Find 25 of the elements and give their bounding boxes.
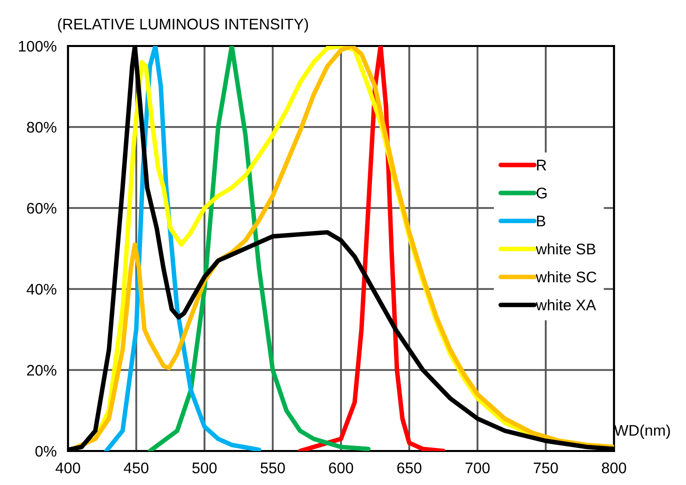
line-series	[298, 46, 446, 451]
y-tick-label: 40%	[26, 284, 56, 295]
x-axis-title: WD(nm)	[614, 424, 670, 439]
y-tick-label: 0%	[35, 446, 56, 457]
y-tick-label: 80%	[26, 122, 56, 133]
chart-title: (RELATIVE LUMINOUS INTENSITY)	[58, 18, 308, 32]
y-tick-label: 20%	[27, 364, 56, 376]
legend-label: G	[536, 188, 547, 198]
x-tick-label: 500	[192, 462, 217, 474]
legend-label: white XA	[536, 299, 596, 310]
line-series	[148, 46, 371, 451]
x-tick-label: 750	[534, 462, 558, 474]
legend-label: white SC	[536, 271, 596, 282]
x-tick-label: 550	[260, 462, 285, 474]
x-tick-label: 700	[466, 462, 490, 474]
x-tick-label: 400	[56, 462, 80, 474]
x-tick-label: 600	[329, 462, 354, 474]
y-tick-label: 100%	[18, 40, 56, 52]
x-tick-label: 450	[124, 462, 148, 474]
y-tick-label: 60%	[27, 202, 56, 214]
x-tick-label: 800	[602, 462, 626, 474]
x-tick-label: 650	[397, 462, 422, 474]
legend-label: white SB	[536, 243, 596, 254]
legend-label: B	[537, 216, 546, 226]
legend-label: R	[537, 160, 546, 170]
